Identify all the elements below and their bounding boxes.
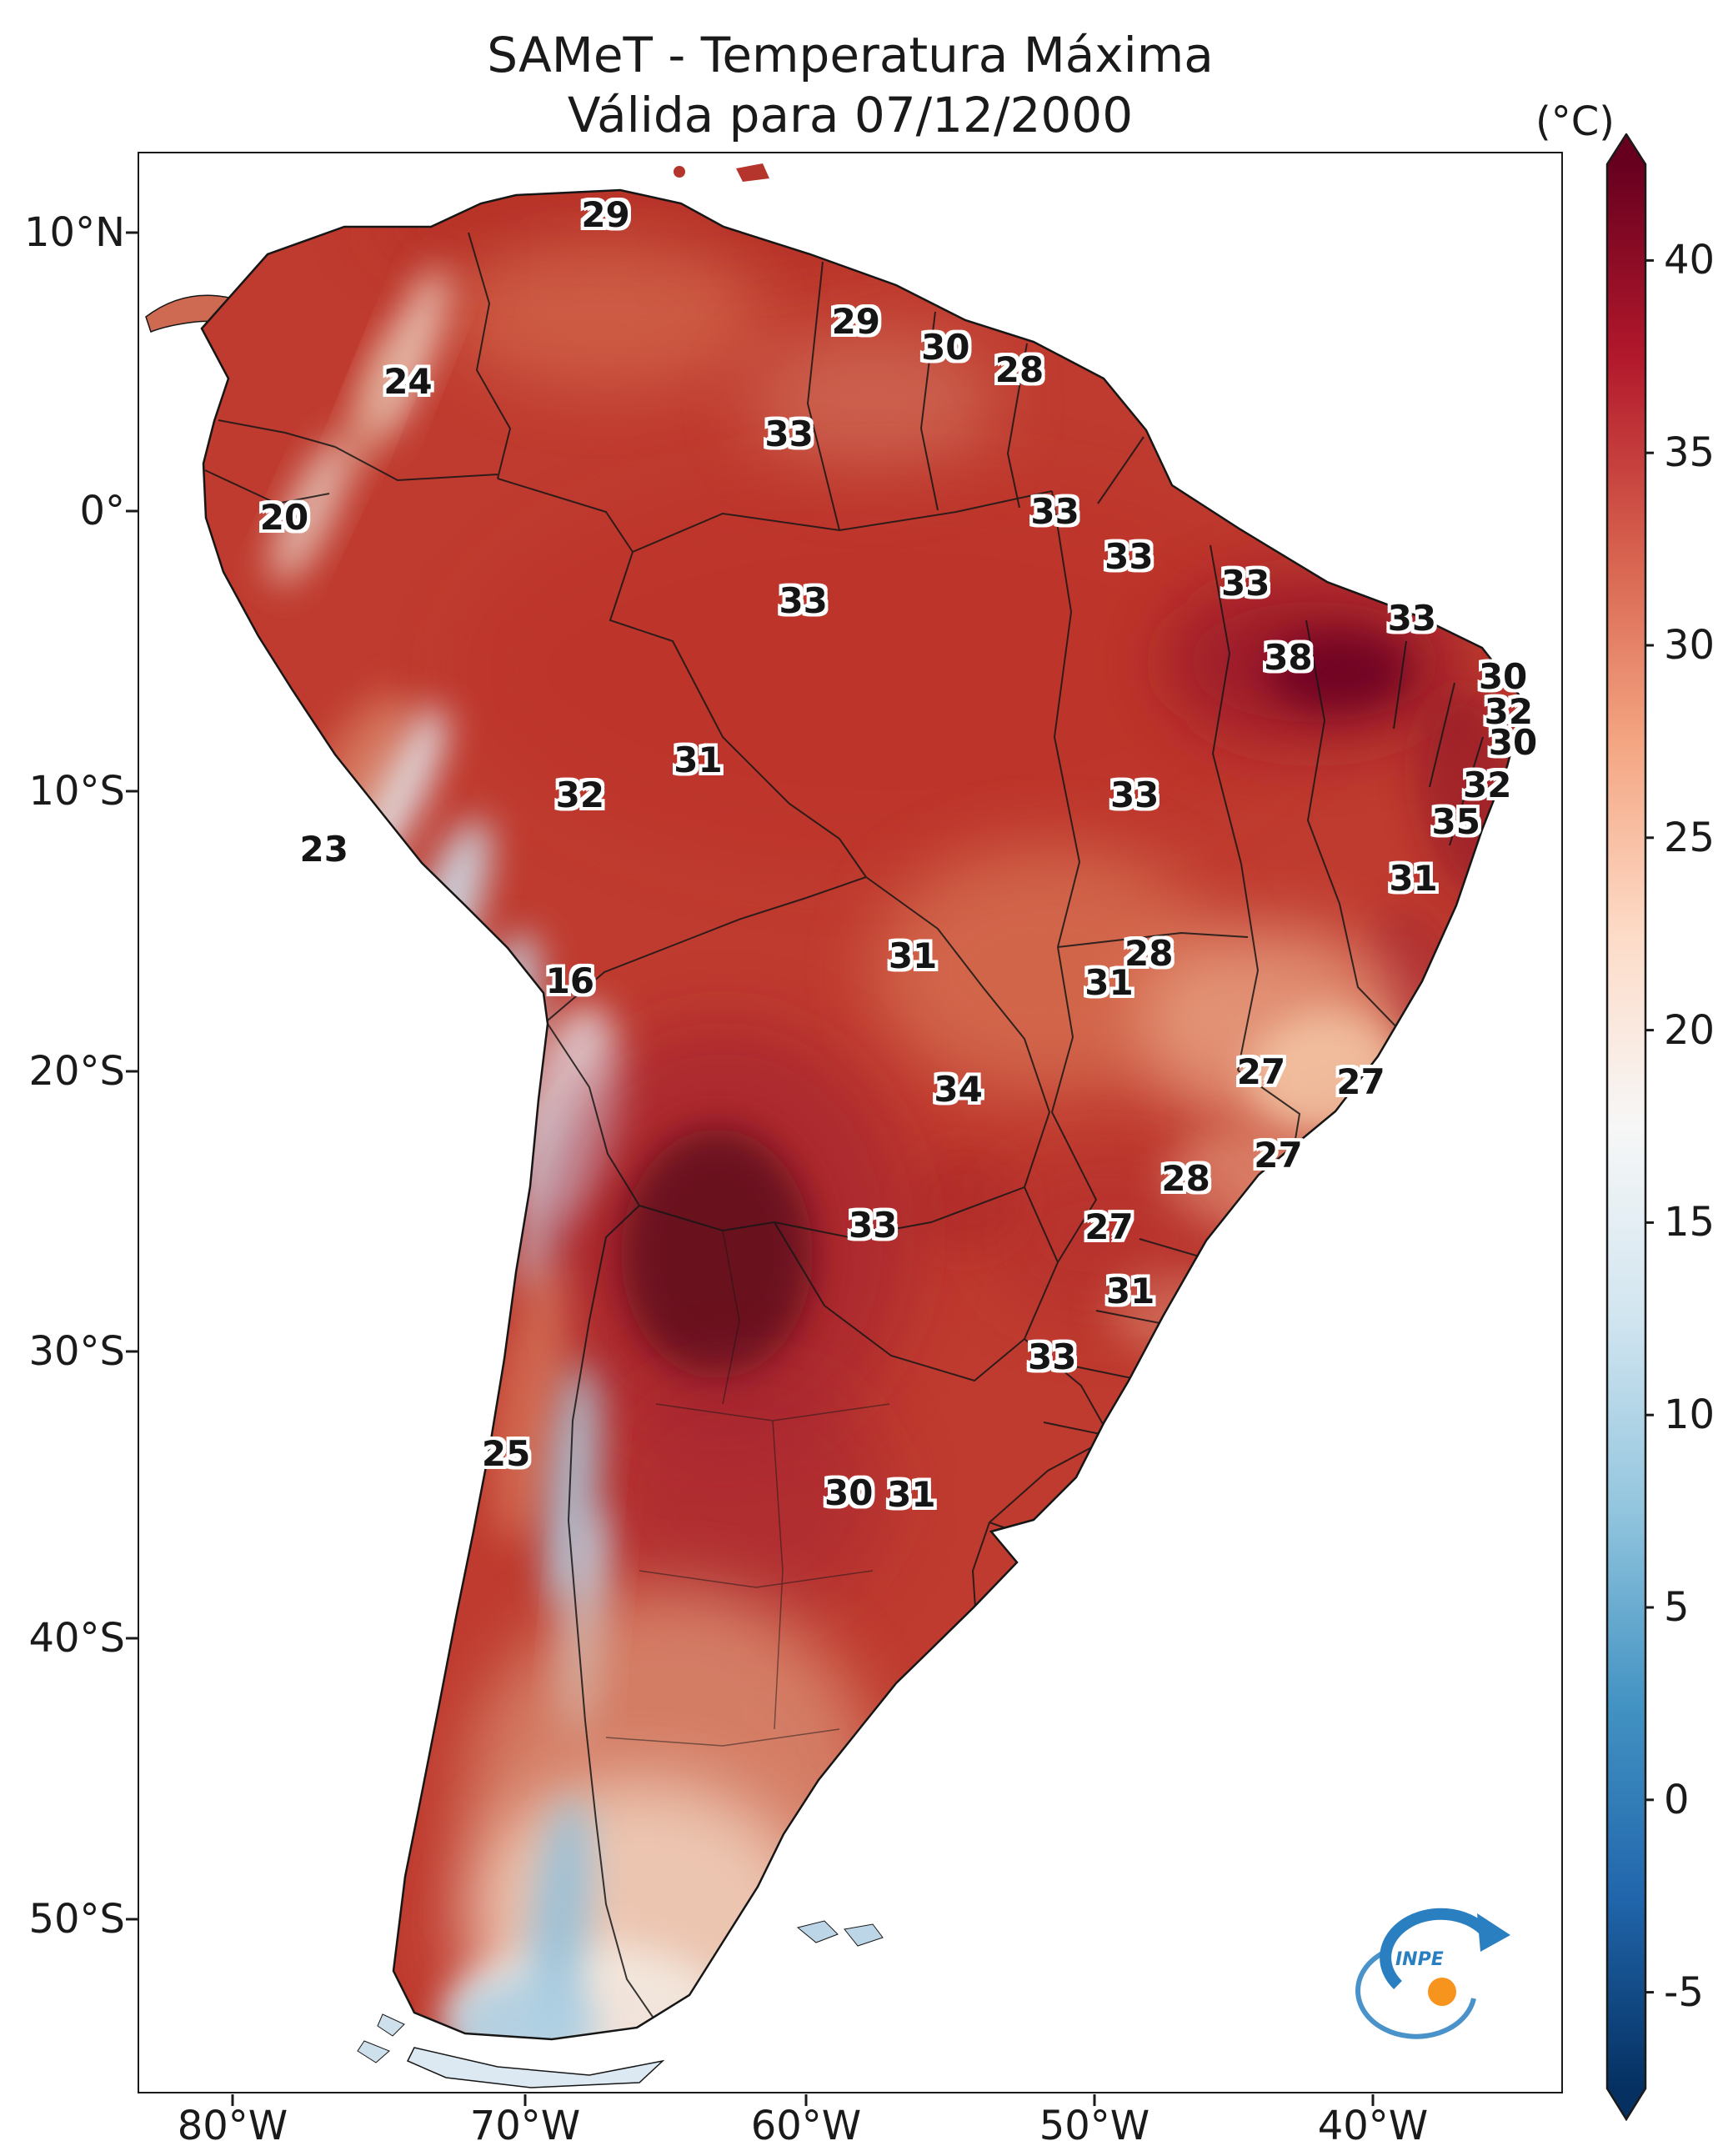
colorbar-tick-label: 0 (1664, 1776, 1690, 1823)
coastline-outline (200, 188, 1526, 2041)
colorbar-tick-label: 5 (1664, 1584, 1690, 1631)
lon-tick-label: 60°W (750, 2103, 862, 2149)
colorbar-extend-top (1607, 134, 1645, 164)
lat-tick-label: 50°S (28, 1896, 125, 1943)
colorbar-tick-label: 15 (1664, 1199, 1715, 1246)
lat-tick-label: 30°S (28, 1328, 125, 1375)
lon-tick-mark (1371, 2094, 1375, 2106)
colorbar-outline (1605, 132, 1647, 2122)
colorbar-tick-label: 40 (1664, 237, 1715, 284)
colorbar-tick-label: 30 (1664, 622, 1715, 669)
inpe-logo: INPE (1355, 1908, 1510, 2039)
lon-tick-mark (523, 2094, 527, 2106)
lat-tick-mark (126, 790, 138, 793)
colorbar-tick-label: 10 (1664, 1391, 1715, 1439)
province-borders (605, 1230, 890, 1747)
lat-tick-label: 20°S (28, 1048, 125, 1095)
lon-tick-mark (231, 2094, 234, 2106)
lat-tick-label: 10°S (28, 768, 125, 815)
colorbar-tick-label: 20 (1664, 1006, 1715, 1054)
colorbar-unit-label: (°C) (1535, 98, 1615, 145)
lat-tick-mark (126, 231, 138, 234)
lon-tick-label: 70°W (469, 2103, 581, 2149)
tierra-del-fuego-island (406, 2047, 665, 2088)
inpe-logo-orange-dot (1428, 1978, 1456, 2006)
inpe-logo-arrowhead (1477, 1913, 1510, 1952)
lat-tick-mark (126, 1350, 138, 1353)
lon-tick-label: 40°W (1317, 2103, 1429, 2149)
falkland-islands (796, 1920, 884, 1947)
colorbar-tick-marks (1645, 258, 1654, 1994)
colorbar-tick-label: 25 (1664, 814, 1715, 861)
lat-tick-mark (126, 1918, 138, 1921)
temperature-field (204, 190, 1525, 2039)
colorbar (1605, 132, 1664, 2122)
trinidad-island (736, 163, 769, 182)
lat-tick-mark (126, 1637, 138, 1640)
chart-title: SAMeT - Temperatura Máxima (487, 27, 1214, 83)
map-area: INPE 29 24 29 30 28 33 20 33 33 33 33 33 38 30 32 30 31 3… (138, 152, 1563, 2093)
lat-tick-label: 10°N (24, 209, 125, 256)
lon-tick-mark (804, 2094, 808, 2106)
south-america-map: INPE (145, 163, 1526, 2088)
inpe-logo-arrow-arc (1380, 1908, 1488, 1990)
lat-tick-mark (126, 1070, 138, 1073)
lat-tick-mark (126, 509, 138, 513)
lon-tick-label: 80°W (177, 2103, 288, 2149)
lat-tick-label: 40°S (28, 1615, 125, 1662)
colorbar-tick-label: 35 (1664, 429, 1715, 477)
lon-tick-mark (1093, 2094, 1096, 2106)
inpe-logo-orbit (1355, 1949, 1476, 2039)
inpe-logo-text: INPE (1395, 1949, 1444, 1970)
chart-subtitle: Válida para 07/12/2000 (567, 87, 1134, 143)
lat-tick-label: 0° (79, 488, 125, 534)
colorbar-tick-label: -5 (1664, 1968, 1704, 2016)
lon-tick-label: 50°W (1039, 2103, 1150, 2149)
colorbar-gradient (1605, 132, 1654, 2122)
fjord-islands (357, 2013, 405, 2063)
margarita-island (674, 166, 685, 178)
colorbar-extend-bottom (1607, 2088, 1645, 2119)
